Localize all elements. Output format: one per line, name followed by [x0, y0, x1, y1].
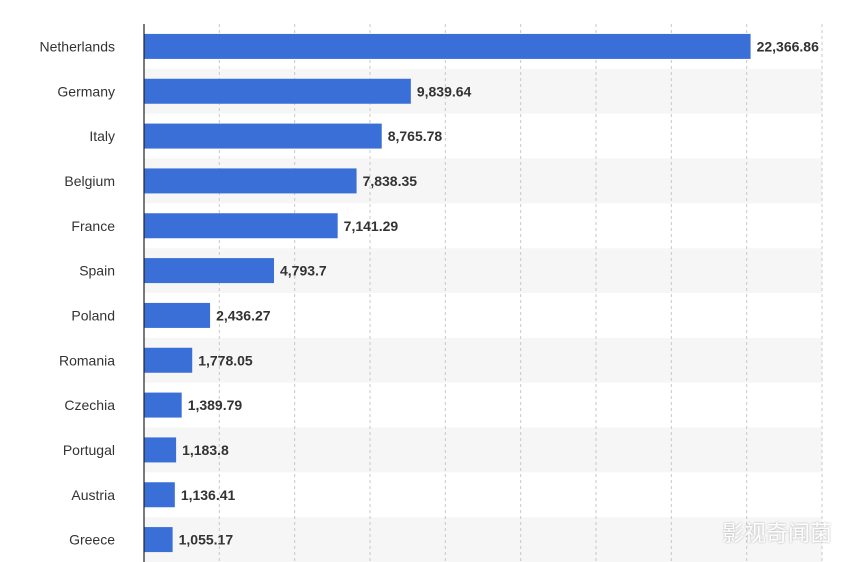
bar-austria: [144, 482, 175, 508]
bar-belgium: [144, 168, 357, 194]
watermark: 影视奇闻菌: [721, 522, 832, 547]
category-label: Austria: [71, 487, 115, 503]
category-label: Germany: [57, 83, 115, 99]
category-label: Spain: [79, 263, 115, 279]
value-label: 1,389.79: [188, 397, 243, 413]
bar-romania: [144, 347, 193, 373]
value-label: 9,839.64: [417, 83, 472, 99]
bar-czechia: [144, 392, 182, 418]
value-label: 7,838.35: [363, 173, 418, 189]
bar-germany: [144, 78, 411, 104]
value-label: 1,778.05: [198, 352, 253, 368]
category-label: Romania: [59, 352, 115, 368]
category-label: Netherlands: [40, 38, 116, 54]
bar-poland: [144, 302, 211, 328]
value-label: 1,183.8: [182, 442, 229, 458]
value-label: 4,793.7: [280, 263, 327, 279]
value-label: 7,141.29: [344, 218, 399, 234]
value-label: 8,765.78: [388, 128, 443, 144]
category-label: France: [71, 218, 115, 234]
value-label: 22,366.86: [757, 38, 819, 54]
bar-spain: [144, 258, 275, 284]
category-label: Portugal: [63, 442, 115, 458]
row-band: [144, 427, 822, 473]
category-label: Greece: [69, 532, 115, 548]
category-label: Czechia: [64, 397, 115, 413]
category-label: Italy: [89, 128, 115, 144]
value-label: 1,136.41: [181, 487, 236, 503]
bar-greece: [144, 527, 173, 553]
value-label: 1,055.17: [179, 532, 234, 548]
bar-italy: [144, 123, 382, 149]
value-label: 2,436.27: [216, 307, 271, 323]
category-label: Poland: [71, 307, 115, 323]
row-band: [144, 517, 822, 562]
category-label: Belgium: [64, 173, 115, 189]
bar-portugal: [144, 437, 177, 463]
bar-netherlands: [144, 33, 751, 59]
bar-france: [144, 213, 338, 239]
row-band: [144, 337, 822, 383]
